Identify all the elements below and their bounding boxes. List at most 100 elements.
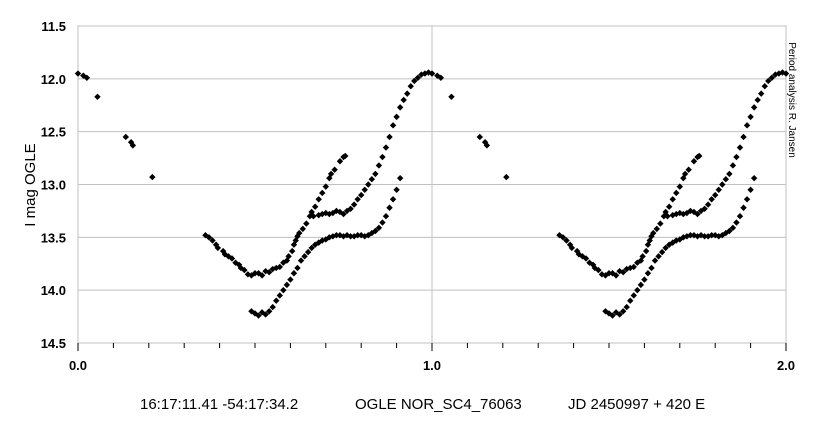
data-point bbox=[365, 181, 372, 188]
data-point bbox=[393, 113, 400, 121]
data-point bbox=[389, 196, 397, 203]
data-point bbox=[333, 232, 340, 239]
data-point bbox=[641, 276, 648, 283]
data-point bbox=[80, 72, 87, 79]
data-point bbox=[382, 213, 390, 220]
data-point bbox=[296, 229, 303, 237]
data-point bbox=[308, 244, 315, 252]
data-point bbox=[650, 229, 657, 237]
data-point bbox=[616, 311, 623, 318]
data-point bbox=[232, 259, 239, 266]
data-point bbox=[425, 69, 432, 76]
data-point bbox=[612, 309, 620, 316]
data-point bbox=[214, 244, 222, 252]
data-point bbox=[726, 170, 733, 178]
data-point bbox=[779, 69, 786, 76]
data-point bbox=[637, 281, 645, 289]
data-point bbox=[241, 266, 248, 274]
data-point bbox=[228, 255, 236, 262]
x-tick-label: 1.0 bbox=[423, 358, 441, 373]
data-point bbox=[476, 133, 483, 141]
footer-star-id: OGLE NOR_SC4_76063 bbox=[355, 396, 522, 413]
data-point bbox=[393, 186, 400, 193]
data-point bbox=[648, 233, 655, 240]
data-point bbox=[285, 253, 292, 260]
y-tick-label: 14.5 bbox=[41, 336, 66, 351]
data-point bbox=[733, 153, 740, 161]
grid-lines bbox=[77, 25, 787, 344]
data-point bbox=[651, 257, 659, 264]
data-point bbox=[676, 209, 683, 217]
data-point bbox=[122, 133, 129, 141]
data-point bbox=[642, 247, 650, 255]
data-point bbox=[301, 253, 308, 260]
data-point bbox=[326, 210, 333, 218]
data-point bbox=[379, 219, 386, 226]
data-point bbox=[740, 204, 747, 211]
data-point bbox=[740, 133, 747, 141]
data-point bbox=[205, 234, 213, 241]
data-point bbox=[407, 83, 414, 90]
y-tick-labels: 11.5 12.0 12.5 13.0 13.5 14.0 14.5 bbox=[41, 19, 66, 351]
data-point bbox=[690, 158, 698, 165]
data-point bbox=[669, 239, 676, 246]
data-point bbox=[209, 237, 216, 244]
data-point bbox=[503, 173, 510, 181]
data-point bbox=[694, 210, 701, 218]
data-point bbox=[322, 183, 329, 190]
data-point bbox=[396, 174, 404, 182]
data-point bbox=[754, 96, 761, 104]
data-point bbox=[258, 272, 266, 279]
footer-ephemeris: JD 2450997 + 420 E bbox=[568, 396, 706, 413]
data-point bbox=[556, 232, 563, 239]
data-point bbox=[704, 201, 712, 208]
data-point bbox=[697, 207, 705, 215]
data-point bbox=[83, 74, 91, 81]
data-point bbox=[768, 74, 776, 81]
data-point bbox=[582, 255, 590, 262]
data-point bbox=[304, 248, 312, 256]
data-point bbox=[733, 219, 740, 226]
data-point bbox=[389, 122, 397, 129]
data-point bbox=[326, 174, 333, 182]
data-point bbox=[743, 122, 751, 129]
data-point bbox=[563, 237, 570, 244]
data-point bbox=[276, 263, 283, 271]
data-point bbox=[708, 232, 715, 239]
data-point bbox=[658, 248, 666, 256]
data-point bbox=[712, 232, 719, 239]
data-point bbox=[690, 232, 698, 239]
data-point bbox=[665, 241, 673, 248]
data-point bbox=[669, 211, 676, 219]
data-point bbox=[276, 292, 283, 299]
data-point bbox=[340, 210, 347, 218]
x-minor-ticks bbox=[77, 343, 787, 351]
data-point bbox=[361, 186, 368, 193]
data-point bbox=[350, 201, 358, 208]
data-point bbox=[681, 170, 689, 178]
data-point bbox=[331, 166, 338, 173]
data-point bbox=[708, 196, 715, 203]
y-tick-label: 11.5 bbox=[41, 19, 66, 34]
data-point bbox=[414, 74, 422, 81]
data-point bbox=[375, 162, 383, 169]
data-point bbox=[237, 264, 245, 272]
data-point bbox=[483, 142, 491, 149]
data-point bbox=[589, 261, 597, 269]
data-point bbox=[322, 209, 329, 217]
data-point bbox=[722, 229, 730, 237]
data-point bbox=[595, 266, 602, 274]
data-point bbox=[428, 70, 436, 77]
data-point bbox=[697, 232, 705, 239]
data-point bbox=[634, 286, 641, 294]
data-point bbox=[676, 236, 683, 243]
data-point bbox=[687, 207, 694, 215]
data-point bbox=[579, 253, 586, 260]
data-point bbox=[630, 292, 637, 299]
data-point bbox=[149, 173, 156, 181]
data-point bbox=[310, 213, 317, 220]
data-point bbox=[379, 153, 386, 161]
data-point bbox=[129, 142, 137, 149]
data-point bbox=[354, 232, 361, 239]
data-point bbox=[299, 225, 306, 233]
